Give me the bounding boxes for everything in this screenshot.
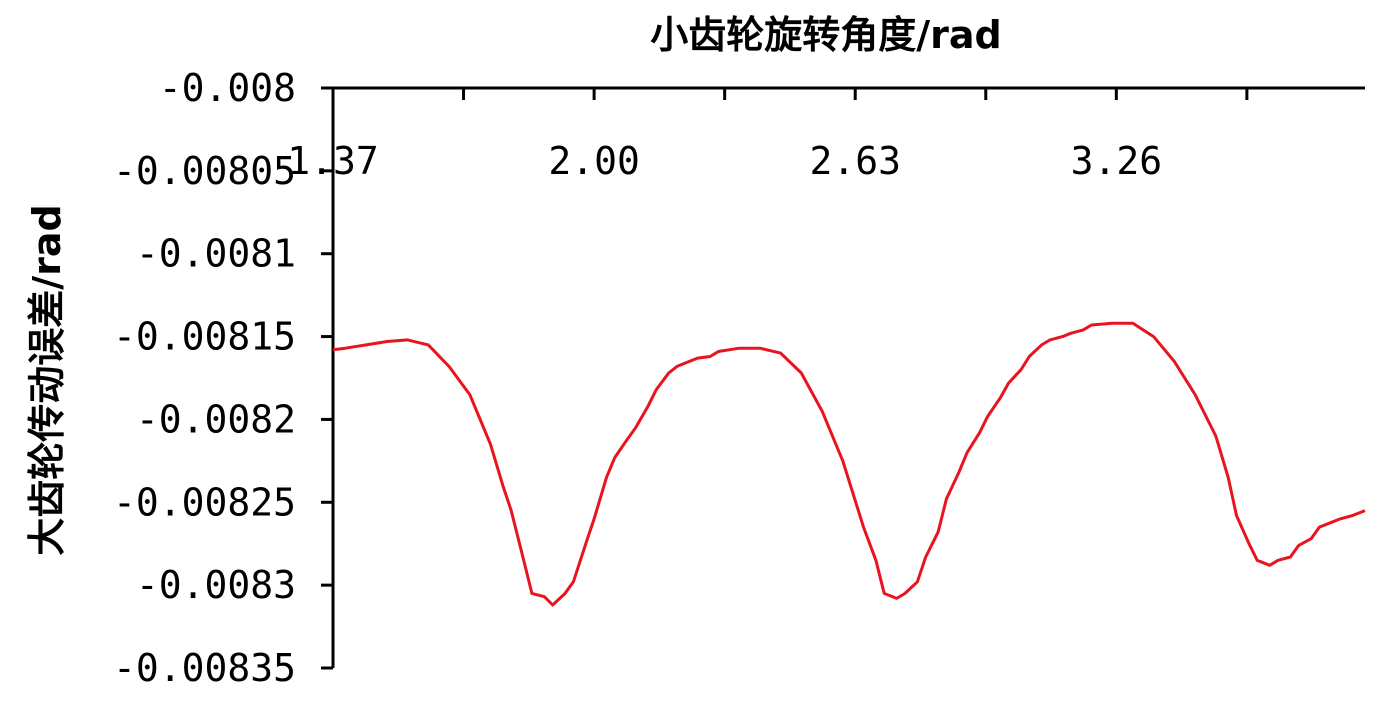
y-tick-label: -0.0083 <box>136 563 296 607</box>
series-line <box>332 321 1366 607</box>
y-tick-label: -0.00805 <box>113 149 296 193</box>
plot-area <box>332 321 1366 607</box>
y-axis: -0.008 -0.00805 -0.0081 -0.00815 -0.0082 -0.0… <box>113 66 335 690</box>
x-tick-label: 3.26 <box>1071 139 1163 183</box>
x-tick-label: 1.37 <box>287 139 379 183</box>
y-tick-label: -0.00815 <box>113 315 296 359</box>
x-axis-title: 小齿轮旋转角度/rad <box>650 13 1001 57</box>
x-axis: 1.37 2.00 2.63 3.26 <box>287 86 1365 183</box>
y-tick-label: -0.00835 <box>113 646 296 690</box>
y-tick-label: -0.0081 <box>136 232 296 276</box>
x-tick-label: 2.00 <box>548 139 640 183</box>
x-tick-label: 2.63 <box>809 139 901 183</box>
y-tick-label: -0.00825 <box>113 480 296 524</box>
y-axis-title: 大齿轮传动误差/rad <box>25 204 69 555</box>
y-tick-label: -0.008 <box>159 66 296 110</box>
y-tick-label: -0.0082 <box>136 397 296 441</box>
